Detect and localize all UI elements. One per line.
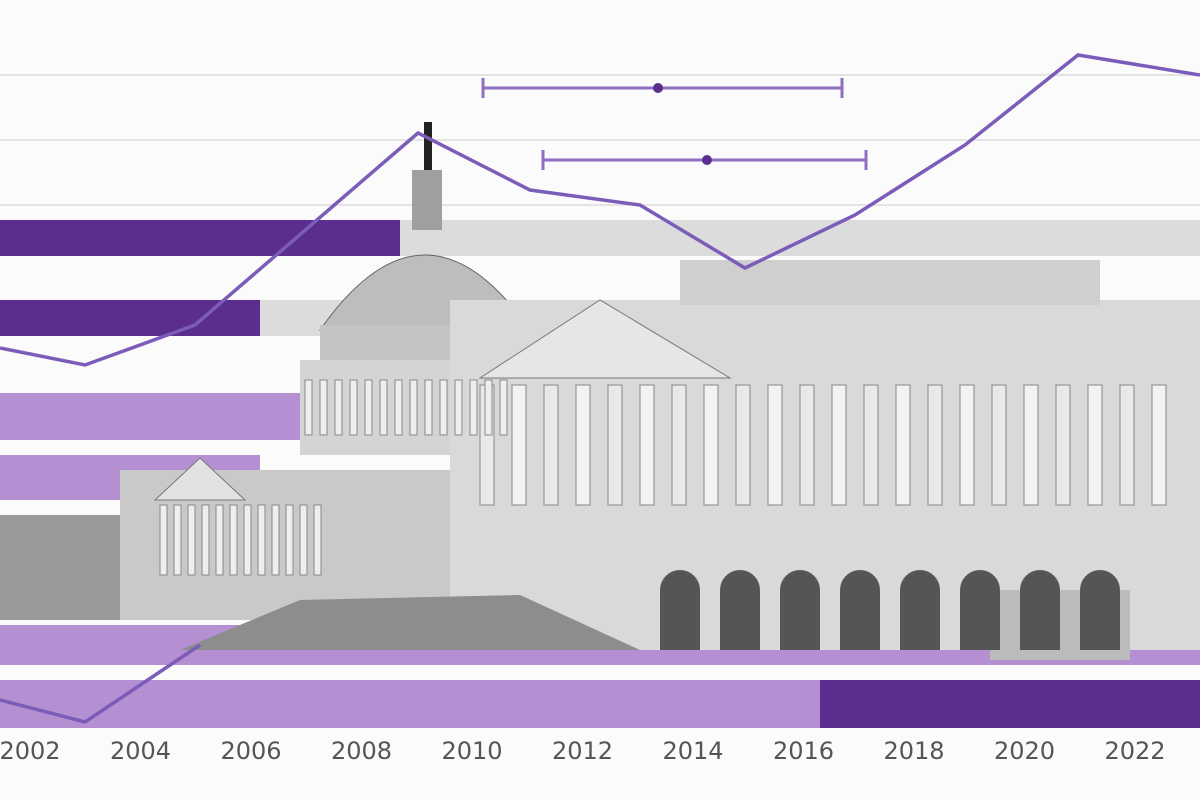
- column: [1119, 384, 1135, 506]
- column: [229, 504, 238, 576]
- column: [991, 384, 1007, 506]
- column: [187, 504, 196, 576]
- column: [304, 379, 313, 436]
- bar: [0, 300, 260, 336]
- pediment: [153, 457, 247, 501]
- range-dot: [702, 155, 712, 165]
- column: [334, 379, 343, 436]
- axis-label: 2006: [220, 737, 281, 765]
- column: [215, 504, 224, 576]
- column: [271, 504, 280, 576]
- grid-lines: [0, 74, 1200, 206]
- column: [159, 504, 168, 576]
- bar: [0, 220, 400, 256]
- arch: [840, 570, 880, 650]
- axis-label: 2010: [441, 737, 502, 765]
- column: [173, 504, 182, 576]
- arch: [900, 570, 940, 650]
- column: [607, 384, 623, 506]
- column: [895, 384, 911, 506]
- column: [1087, 384, 1103, 506]
- column: [799, 384, 815, 506]
- column: [499, 379, 508, 436]
- pediment: [478, 299, 732, 379]
- column: [831, 384, 847, 506]
- axis-label: 2018: [883, 737, 944, 765]
- column: [349, 379, 358, 436]
- column: [454, 379, 463, 436]
- column: [543, 384, 559, 506]
- steps: [180, 595, 640, 650]
- arch: [1080, 570, 1120, 650]
- column: [394, 379, 403, 436]
- axis-label: 2002: [0, 737, 61, 765]
- trend-line: [0, 53, 1200, 367]
- column: [257, 504, 266, 576]
- axis-label: 2012: [552, 737, 613, 765]
- column: [959, 384, 975, 506]
- axis-label: 2004: [110, 737, 171, 765]
- bar: [0, 680, 820, 728]
- column: [703, 384, 719, 506]
- arch: [1020, 570, 1060, 650]
- column: [243, 504, 252, 576]
- column: [1023, 384, 1039, 506]
- bar: [820, 680, 1200, 728]
- axis-label: 2020: [994, 737, 1055, 765]
- arch: [660, 570, 700, 650]
- column: [735, 384, 751, 506]
- lantern: [412, 170, 442, 230]
- column: [1055, 384, 1071, 506]
- arch: [780, 570, 820, 650]
- column: [364, 379, 373, 436]
- axis-label: 2014: [662, 737, 723, 765]
- column: [319, 379, 328, 436]
- axis-labels: 2002 2004 2006 2008 2010 2012 2014 2016 2018 2020…: [0, 737, 1166, 765]
- column: [639, 384, 655, 506]
- arch: [960, 570, 1000, 650]
- left-wing-far: [0, 515, 125, 620]
- column: [863, 384, 879, 506]
- range-dot: [653, 83, 663, 93]
- column: [424, 379, 433, 436]
- column: [379, 379, 388, 436]
- column: [299, 504, 308, 576]
- trend-line: [0, 643, 201, 724]
- column: [511, 384, 527, 506]
- column: [484, 379, 493, 436]
- column: [767, 384, 783, 506]
- column: [1151, 384, 1167, 506]
- column: [575, 384, 591, 506]
- bar: [0, 393, 300, 440]
- column: [313, 504, 322, 576]
- capitol-building: [0, 122, 1200, 660]
- arch: [720, 570, 760, 650]
- column: [927, 384, 943, 506]
- axis-label: 2008: [331, 737, 392, 765]
- column: [285, 504, 294, 576]
- column: [409, 379, 418, 436]
- axis-label: 2022: [1104, 737, 1165, 765]
- column: [201, 504, 210, 576]
- column: [469, 379, 478, 436]
- axis-label: 2016: [773, 737, 834, 765]
- statue: [424, 122, 432, 170]
- column: [439, 379, 448, 436]
- column: [671, 384, 687, 506]
